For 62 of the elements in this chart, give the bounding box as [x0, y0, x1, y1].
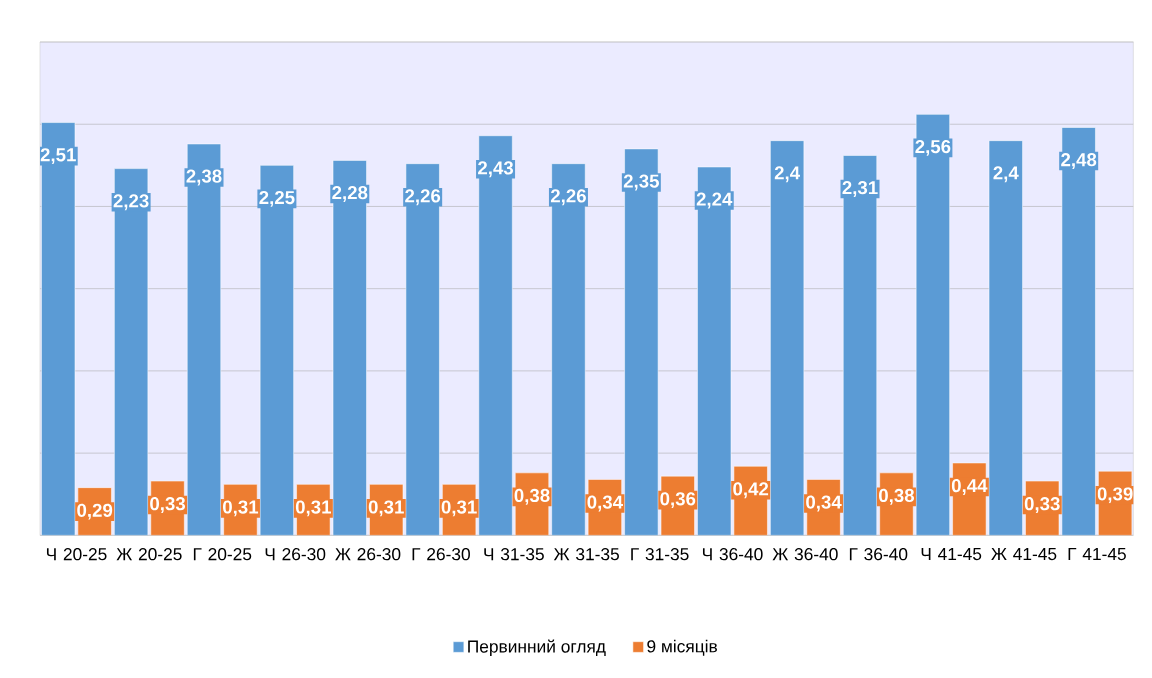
- x-tick-label: Ж 36-40: [772, 548, 838, 561]
- data-label: 0,42: [733, 482, 769, 499]
- data-label: 2,4: [993, 166, 1019, 183]
- x-tick-label: Ч 31-35: [484, 548, 544, 561]
- data-label: 2,31: [842, 181, 878, 197]
- data-label: 2,26: [550, 189, 586, 206]
- data-label: 0,39: [1097, 487, 1133, 504]
- x-tick-label: Ч 20-25: [46, 548, 107, 561]
- data-label: 0,31: [368, 500, 404, 517]
- bar: [114, 168, 148, 536]
- bar: [478, 135, 513, 536]
- x-tick-label: Ч 41-45: [921, 548, 982, 561]
- data-label: 0,38: [514, 488, 550, 505]
- x-tick-label: Ж 31-35: [553, 548, 619, 561]
- data-label: 2,25: [259, 190, 295, 207]
- data-label: 0,34: [806, 495, 842, 512]
- data-label: 0,29: [77, 503, 113, 520]
- data-label: 2,24: [696, 192, 733, 209]
- x-tick-label: Г 20-25: [193, 548, 252, 561]
- legend-label: Первинний огляд: [468, 639, 606, 657]
- data-label: 0,31: [441, 500, 477, 517]
- x-tick-label: Ч 26-30: [265, 548, 326, 561]
- x-tick-label: Г 26-30: [412, 548, 470, 561]
- bar: [989, 140, 1023, 536]
- data-label: 0,31: [223, 500, 259, 517]
- bar: [551, 163, 586, 536]
- bar: [333, 160, 367, 536]
- bar: [1061, 127, 1096, 536]
- data-label: 2,35: [623, 174, 659, 191]
- data-label: 0,33: [1024, 497, 1060, 514]
- data-label: 0,44: [951, 479, 988, 495]
- bar: [187, 143, 221, 536]
- data-label: 2,56: [915, 139, 951, 156]
- data-label: 2,48: [1061, 153, 1097, 170]
- bar: [41, 122, 75, 536]
- data-label: 0,36: [660, 492, 696, 509]
- data-label: 2,26: [405, 189, 441, 206]
- data-label: 2,4: [774, 166, 800, 183]
- data-label: 0,38: [879, 488, 915, 505]
- bar: [624, 148, 659, 536]
- data-label: 2,43: [478, 161, 514, 178]
- legend-label: 9 місяців: [647, 639, 717, 656]
- x-tick-label: Ж 20-25: [116, 548, 182, 561]
- x-tick-label: Г 41-45: [1068, 548, 1126, 561]
- x-tick-label: Ж 41-45: [991, 548, 1057, 561]
- bar: [697, 166, 731, 536]
- x-tick-label: Г 36-40: [849, 548, 908, 561]
- x-tick-label: Ч 36-40: [702, 548, 763, 561]
- data-label: 0,34: [587, 495, 623, 512]
- data-label: 0,33: [150, 497, 186, 514]
- bar: [770, 140, 804, 536]
- data-label: 0,31: [295, 500, 331, 517]
- data-label: 2,28: [332, 185, 368, 202]
- data-label: 2,51: [40, 148, 76, 165]
- x-tick-label: Г 31-35: [631, 548, 689, 561]
- x-tick-label: Ж 26-30: [335, 548, 401, 561]
- bar: [843, 155, 877, 536]
- data-label: 2,23: [113, 194, 149, 211]
- bar: [405, 163, 440, 536]
- bar: [260, 165, 294, 536]
- data-label: 2,38: [186, 169, 222, 186]
- bar: [916, 114, 950, 536]
